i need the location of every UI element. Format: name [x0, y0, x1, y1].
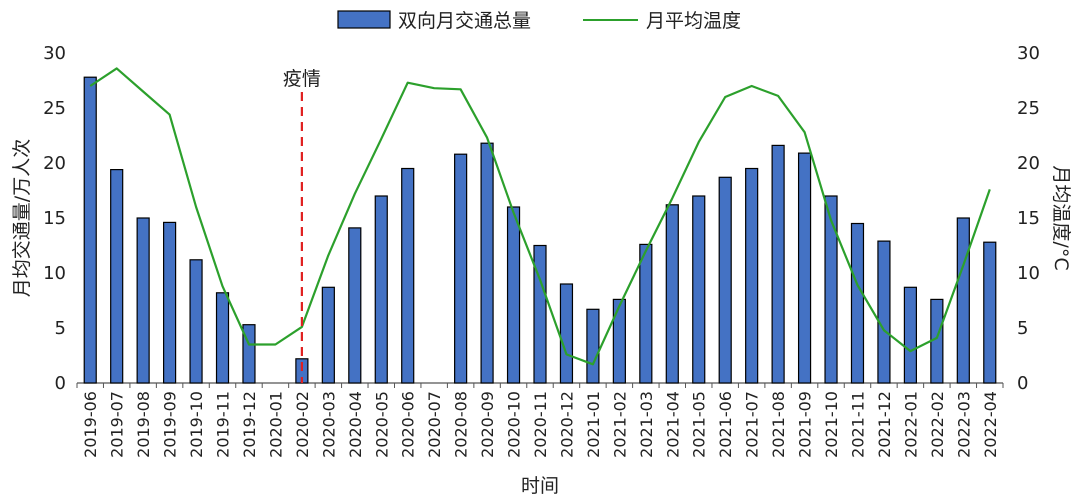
bar-2020-08 [454, 153, 468, 384]
bar-series [83, 76, 997, 384]
x-tick-label: 2021-02 [610, 391, 629, 458]
bar-2020-05 [374, 195, 388, 384]
x-tick-label: 2020-01 [266, 391, 285, 458]
x-tick-label: 2022-03 [954, 391, 973, 458]
legend-bar-label: 双向月交通总量 [398, 10, 531, 32]
bar-2019-07 [110, 169, 124, 384]
x-tick-label: 2020-11 [531, 391, 550, 458]
bar-2020-04 [348, 227, 362, 384]
x-tick-label: 2021-04 [663, 391, 682, 458]
x-tick-label: 2019-12 [240, 391, 259, 458]
axes: 0 5 10 15 20 25 30 0 5 10 15 20 25 30 2019-06 2019-07… [43, 43, 1040, 458]
x-tick-label: 2021-12 [875, 391, 894, 458]
left-tick-label: 0 [55, 373, 66, 394]
x-tick-label: 2021-11 [848, 391, 867, 458]
x-tick-label: 2020-06 [399, 391, 418, 458]
x-tick-label: 2019-09 [161, 391, 180, 458]
x-tick-label: 2020-04 [346, 391, 365, 458]
x-tick-label: 2020-08 [452, 391, 471, 458]
bar-2021-08 [771, 144, 785, 384]
bar-2020-10 [506, 206, 521, 384]
bar-2021-07 [745, 167, 759, 384]
x-tick-label: 2021-07 [743, 391, 762, 458]
bar-2021-06 [718, 176, 732, 384]
bar-2019-09 [163, 221, 177, 384]
x-tick-label: 2019-10 [187, 391, 206, 458]
right-tick-label: 10 [1017, 263, 1040, 284]
left-tick-label: 15 [43, 208, 66, 229]
x-tick-label: 2021-05 [690, 391, 709, 458]
bar-2020-11 [533, 244, 547, 384]
bar-2021-02 [612, 298, 626, 384]
bar-2019-10 [189, 259, 203, 384]
right-tick-label: 20 [1017, 153, 1040, 174]
bar-2020-03 [321, 286, 335, 384]
bar-2020-12 [559, 283, 574, 384]
bar-2021-01 [586, 308, 600, 384]
x-tick-label: 2021-03 [637, 391, 656, 458]
bar-2019-11 [215, 292, 230, 384]
bar-2021-04 [665, 204, 679, 384]
bar-2022-03 [956, 217, 970, 384]
x-tick-label: 2021-08 [769, 391, 788, 458]
left-tick-label: 25 [43, 98, 66, 119]
x-axis-ticks: 2019-06 2019-07 2019-08 2019-09 2019-10 2019-… [76, 383, 1004, 458]
bar-2019-06 [83, 76, 97, 384]
left-tick-label: 20 [43, 153, 66, 174]
bar-2021-03 [639, 243, 653, 384]
x-tick-label: 2021-09 [796, 391, 815, 458]
x-tick-label: 2022-02 [928, 391, 947, 458]
bar-2020-06 [401, 167, 415, 384]
bar-2021-09 [797, 152, 812, 384]
x-tick-label: 2020-02 [293, 391, 312, 458]
y-axis-title-left: 月均交通量/万人次 [11, 139, 33, 297]
x-tick-label: 2019-06 [81, 391, 100, 458]
x-tick-label: 2020-12 [557, 391, 576, 458]
x-tick-label: 2022-01 [901, 391, 920, 458]
x-tick-label: 2019-07 [108, 391, 127, 458]
x-tick-label: 2020-07 [425, 391, 444, 458]
bar-2021-11 [850, 222, 865, 384]
bar-2022-01 [903, 286, 918, 384]
left-tick-label: 10 [43, 263, 66, 284]
x-tick-label: 2019-08 [134, 391, 153, 458]
x-tick-label: 2022-04 [981, 391, 1000, 458]
x-tick-label: 2020-03 [319, 391, 338, 458]
bar-2021-05 [692, 195, 706, 384]
left-tick-label: 30 [43, 43, 66, 64]
right-tick-label: 5 [1017, 318, 1028, 339]
bar-2022-04 [983, 241, 997, 384]
left-axis-ticks: 0 5 10 15 20 25 30 [43, 43, 66, 394]
right-tick-label: 25 [1017, 98, 1040, 119]
epidemic-annotation-label: 疫情 [283, 68, 321, 90]
annotation: 疫情 [283, 68, 321, 383]
x-tick-label: 2020-10 [505, 391, 524, 458]
x-tick-label: 2021-01 [584, 391, 603, 458]
temperature-line [89, 67, 991, 366]
bar-2021-10 [824, 195, 838, 384]
legend-bar-swatch [337, 10, 391, 29]
x-axis-title: 时间 [521, 475, 559, 497]
x-tick-label: 2021-06 [716, 391, 735, 458]
right-tick-label: 0 [1017, 373, 1028, 394]
bar-2020-09 [480, 142, 494, 384]
legend: 双向月交通总量 月平均温度 [337, 10, 741, 32]
right-tick-label: 15 [1017, 208, 1040, 229]
bar-2019-08 [136, 217, 150, 384]
legend-line-label: 月平均温度 [646, 10, 741, 32]
line-series [89, 67, 991, 366]
bar-2021-12 [877, 240, 891, 384]
right-tick-label: 30 [1017, 43, 1040, 64]
x-tick-label: 2021-10 [822, 391, 841, 458]
x-tick-label: 2020-05 [372, 391, 391, 458]
right-axis-ticks: 0 5 10 15 20 25 30 [1017, 43, 1040, 394]
y-axis-title-right: 月均温度/°C [1050, 165, 1072, 270]
left-tick-label: 5 [55, 318, 66, 339]
x-tick-label: 2020-09 [478, 391, 497, 458]
x-tick-label: 2019-11 [214, 391, 233, 458]
